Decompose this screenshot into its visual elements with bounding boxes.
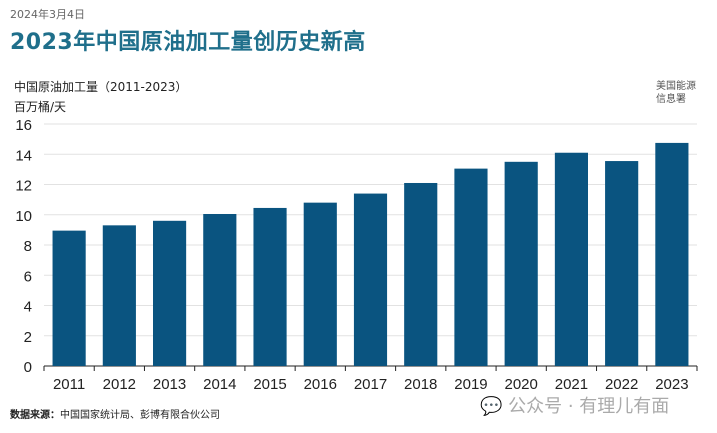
y-tick-label: 6 — [24, 268, 32, 285]
bar-2015 — [253, 207, 287, 366]
x-tick-label: 2016 — [304, 376, 337, 393]
x-tick-label: 2012 — [103, 376, 136, 393]
bar-2023 — [655, 142, 689, 366]
watermark: 💬 公众号 · 有理儿有面 — [480, 392, 669, 418]
chart-subtitle: 中国原油加工量（2011-2023） — [14, 80, 188, 94]
x-tick-label: 2013 — [153, 376, 186, 393]
y-tick-label: 2 — [24, 329, 32, 346]
source-label: 数据来源： — [10, 410, 60, 421]
y-tick-label: 16 — [15, 117, 32, 134]
bar-2011 — [52, 230, 86, 366]
x-tick-label: 2017 — [354, 376, 387, 393]
bar-2014 — [203, 213, 237, 366]
x-tick-label: 2011 — [53, 376, 85, 393]
eia-logo: 美国能源 信息署 — [656, 80, 696, 106]
y-tick-label: 8 — [24, 238, 32, 255]
date: 2024年3月4日 — [10, 8, 85, 21]
bar-2017 — [353, 193, 388, 366]
bar-2019 — [454, 168, 488, 366]
y-tick-label: 12 — [15, 178, 32, 195]
x-tick-label: 2021 — [555, 376, 588, 393]
bar-2018 — [404, 182, 438, 366]
bar-2013 — [153, 220, 187, 366]
bar-2016 — [303, 202, 337, 366]
y-tick-label: 0 — [24, 359, 32, 376]
y-axis-unit: 百万桶/天 — [14, 100, 67, 114]
x-tick-label: 2018 — [404, 376, 437, 393]
x-tick-label: 2023 — [655, 376, 688, 393]
bar-2012 — [102, 225, 136, 366]
wechat-icon: 💬 — [480, 396, 509, 417]
x-tick-label: 2019 — [454, 376, 487, 393]
chart-title: 2023年中国原油加工量创历史新高 — [10, 30, 366, 55]
source-note: 数据来源：中国国家统计局、彭博有限合伙公司 — [10, 406, 220, 421]
y-tick-label: 14 — [15, 147, 32, 164]
bar-2022 — [605, 161, 639, 366]
x-tick-label: 2015 — [253, 376, 286, 393]
logo-line1: 美国能源 — [656, 81, 696, 92]
logo-line2: 信息署 — [656, 94, 686, 105]
y-tick-label: 10 — [15, 208, 32, 225]
x-tick-label: 2022 — [605, 376, 638, 393]
source-text: 中国国家统计局、彭博有限合伙公司 — [60, 410, 220, 421]
watermark-text: 公众号 · 有理儿有面 — [508, 396, 670, 417]
bar-2020 — [504, 161, 538, 366]
y-tick-label: 4 — [24, 299, 32, 316]
x-tick-label: 2020 — [505, 376, 538, 393]
x-tick-label: 2014 — [203, 376, 236, 393]
bar-2021 — [554, 152, 588, 366]
